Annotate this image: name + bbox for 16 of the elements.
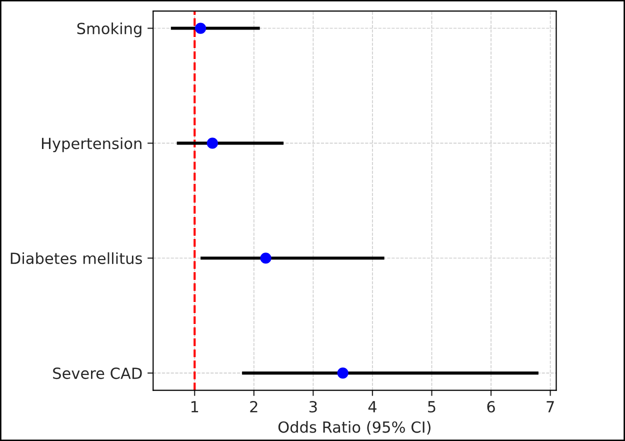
- y-tick-label: Hypertension: [42, 137, 142, 152]
- x-tick-label: 4: [368, 401, 376, 412]
- x-tick-label: 2: [250, 400, 258, 412]
- x-axis-title: Odds Ratio (95% CI): [278, 421, 430, 435]
- x-tick-label: 6: [487, 400, 495, 413]
- y-tick-label: Smoking: [77, 22, 142, 38]
- point: [194, 22, 206, 34]
- x-tick-label: 1: [191, 401, 198, 412]
- y-tick-label: Diabetes mellitus: [10, 252, 142, 264]
- x-tick-label: 5: [428, 401, 436, 413]
- y-tick-label: Severe CAD: [53, 368, 142, 380]
- point: [260, 252, 272, 264]
- point: [206, 138, 218, 149]
- x-tick-label: 7: [546, 401, 554, 412]
- point: [337, 367, 348, 379]
- x-tick-label: 3: [309, 400, 317, 413]
